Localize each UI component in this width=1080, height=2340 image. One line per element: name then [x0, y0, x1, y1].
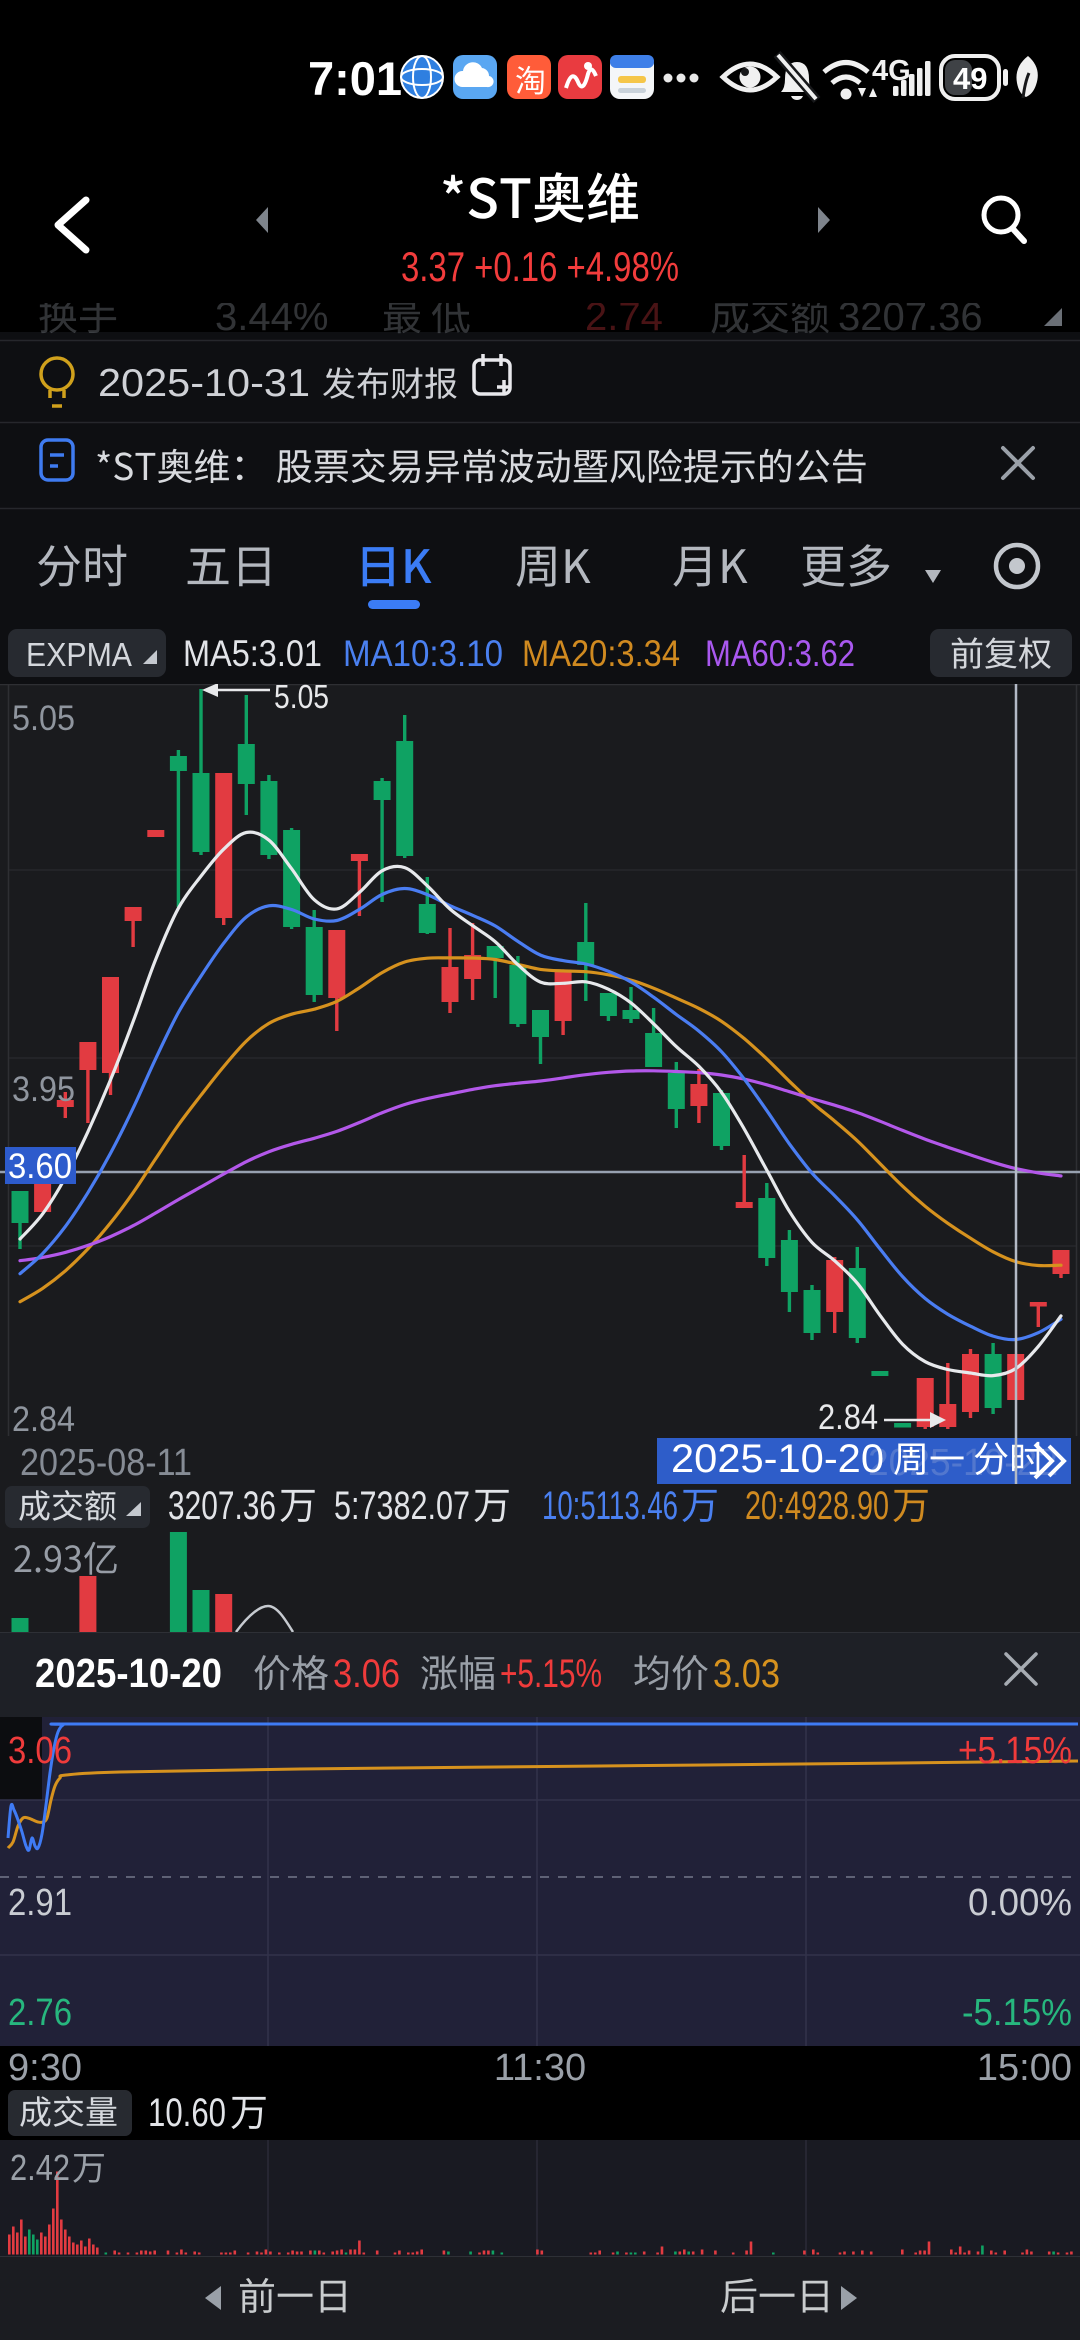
svg-text:20:4928.90: 20:4928.90 — [745, 1484, 889, 1528]
svg-text:3.03: 3.03 — [713, 1652, 780, 1696]
svg-text:11:30: 11:30 — [494, 2047, 586, 2089]
svg-text:10:5113.46: 10:5113.46 — [542, 1484, 678, 1528]
svg-text:0.00%: 0.00% — [968, 1882, 1072, 1924]
svg-text:2.74: 2.74 — [585, 296, 663, 339]
svg-text:MA20:3.34: MA20:3.34 — [522, 633, 680, 674]
svg-text:9:30: 9:30 — [8, 2047, 82, 2089]
svg-text:7:01: 7:01 — [308, 52, 402, 105]
svg-text:5:7382.07: 5:7382.07 — [334, 1484, 470, 1528]
svg-text:2.42: 2.42 — [10, 2147, 70, 2188]
svg-text:3.06: 3.06 — [8, 1730, 72, 1772]
svg-text:3.37 +0.16 +4.98%: 3.37 +0.16 +4.98% — [401, 243, 679, 290]
svg-text:3.44%: 3.44% — [215, 296, 328, 339]
svg-text:3.60: 3.60 — [8, 1147, 72, 1186]
svg-text:2025-10-20: 2025-10-20 — [671, 1437, 884, 1481]
svg-text:3.95: 3.95 — [12, 1070, 75, 1109]
svg-text:3.06: 3.06 — [333, 1652, 400, 1696]
svg-text:MA5:3.01: MA5:3.01 — [183, 633, 322, 674]
svg-text:2.91: 2.91 — [8, 1882, 72, 1924]
svg-text:49: 49 — [953, 61, 987, 96]
svg-text:2.76: 2.76 — [8, 1992, 72, 2034]
svg-text:EXPMA: EXPMA — [26, 636, 132, 673]
svg-text:10.60: 10.60 — [148, 2091, 226, 2135]
svg-text:3207.36: 3207.36 — [838, 296, 983, 339]
svg-text:+5.15%: +5.15% — [500, 1652, 602, 1696]
svg-text:MA10:3.10: MA10:3.10 — [343, 633, 503, 674]
svg-text:2.84: 2.84 — [12, 1400, 75, 1439]
svg-text:2025-10-20: 2025-10-20 — [35, 1650, 222, 1696]
svg-text:MA60:3.62: MA60:3.62 — [705, 633, 855, 674]
svg-text:+5.15%: +5.15% — [958, 1730, 1072, 1772]
svg-text:2025-10-31: 2025-10-31 — [98, 362, 310, 405]
svg-text:2025-10-22: 2025-10-22 — [868, 1442, 1058, 1484]
svg-text:2025-08-11: 2025-08-11 — [20, 1442, 192, 1484]
svg-text:5.05: 5.05 — [12, 699, 75, 738]
svg-text:-5.15%: -5.15% — [962, 1992, 1072, 2034]
svg-text:15:00: 15:00 — [977, 2047, 1072, 2089]
svg-text:3207.36: 3207.36 — [168, 1484, 276, 1528]
svg-text:2.84: 2.84 — [818, 1398, 878, 1437]
svg-text:5.05: 5.05 — [274, 684, 329, 715]
